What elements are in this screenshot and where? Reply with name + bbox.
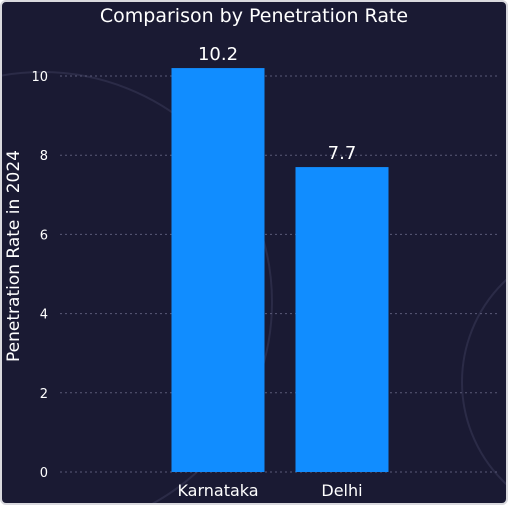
decorative-arc-right	[461, 278, 506, 486]
background-decoration	[2, 71, 506, 503]
y-tick-label: 6	[40, 228, 48, 243]
y-tick-label: 8	[40, 149, 48, 164]
gridlines	[60, 75, 500, 473]
y-tick-label: 0	[40, 466, 48, 481]
x-tick-label-karnataka: Karnataka	[177, 481, 258, 500]
y-tick-label: 10	[31, 70, 48, 85]
data-label-delhi: 7.7	[328, 143, 357, 164]
y-axis-label: Penetration Rate in 2024	[4, 150, 24, 362]
x-axis-ticks: Karnataka Delhi	[177, 481, 362, 500]
bar-delhi	[295, 167, 389, 472]
data-labels: 10.2 7.7	[198, 44, 356, 164]
x-tick-label-delhi: Delhi	[321, 481, 362, 500]
y-tick-label: 2	[40, 387, 48, 402]
bar-karnataka	[171, 68, 265, 472]
chart-title: Comparison by Penetration Rate	[100, 5, 408, 27]
y-tick-label: 4	[40, 308, 48, 323]
y-axis-ticks: 0 2 4 6 8 10	[31, 70, 48, 481]
bars	[171, 68, 389, 472]
data-label-karnataka: 10.2	[198, 44, 238, 65]
decorative-arc-left	[2, 71, 273, 503]
